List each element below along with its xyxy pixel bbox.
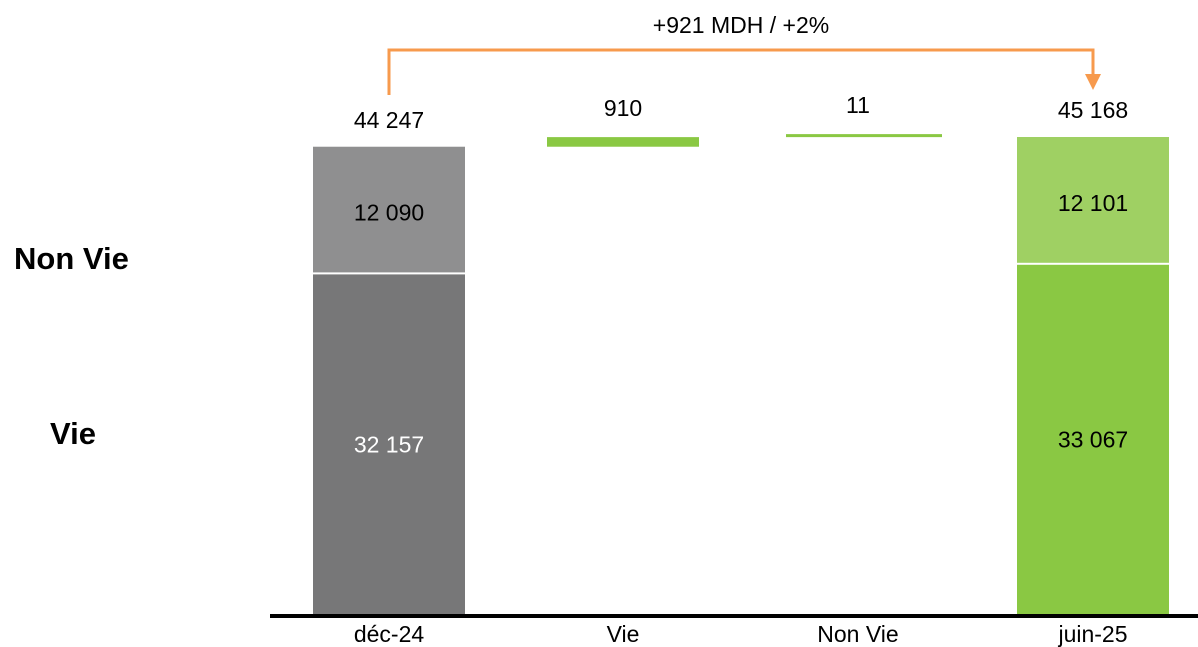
bar-juin-25-non-vie (1017, 137, 1169, 263)
data-label-d-c-24-vie: 32 157 (354, 431, 424, 457)
change-annotation: +921 MDH / +2% (653, 12, 829, 38)
data-label-juin-25-non-vie: 12 101 (1058, 190, 1128, 216)
bar-d-c-24-non-vie (313, 146, 465, 273)
tick-label-vie: Vie (607, 621, 640, 647)
change-arrow-line (387, 48, 1095, 95)
change-label-non-vie: 11 (846, 92, 870, 118)
change-bar-vie (547, 137, 699, 147)
bar-juin-25-vie (1017, 264, 1169, 614)
tick-label-non-vie: Non Vie (817, 621, 898, 647)
series-label-vie: Vie (50, 416, 96, 451)
bar-d-c-24-vie (313, 274, 465, 614)
series-label-non-vie: Non Vie (14, 241, 129, 276)
data-label-juin-25-vie: 33 067 (1058, 426, 1128, 452)
total-label-juin-25: 45 168 (1058, 97, 1128, 123)
change-arrow-head (1085, 74, 1101, 90)
tick-label-juin-25: juin-25 (1057, 621, 1127, 647)
change-label-vie: 910 (604, 95, 642, 121)
change-bar-non-vie (786, 134, 942, 138)
data-label-d-c-24-non-vie: 12 090 (354, 200, 424, 226)
tick-label-d-c-24: déc-24 (354, 621, 425, 647)
total-label-d-c-24: 44 247 (354, 107, 424, 133)
